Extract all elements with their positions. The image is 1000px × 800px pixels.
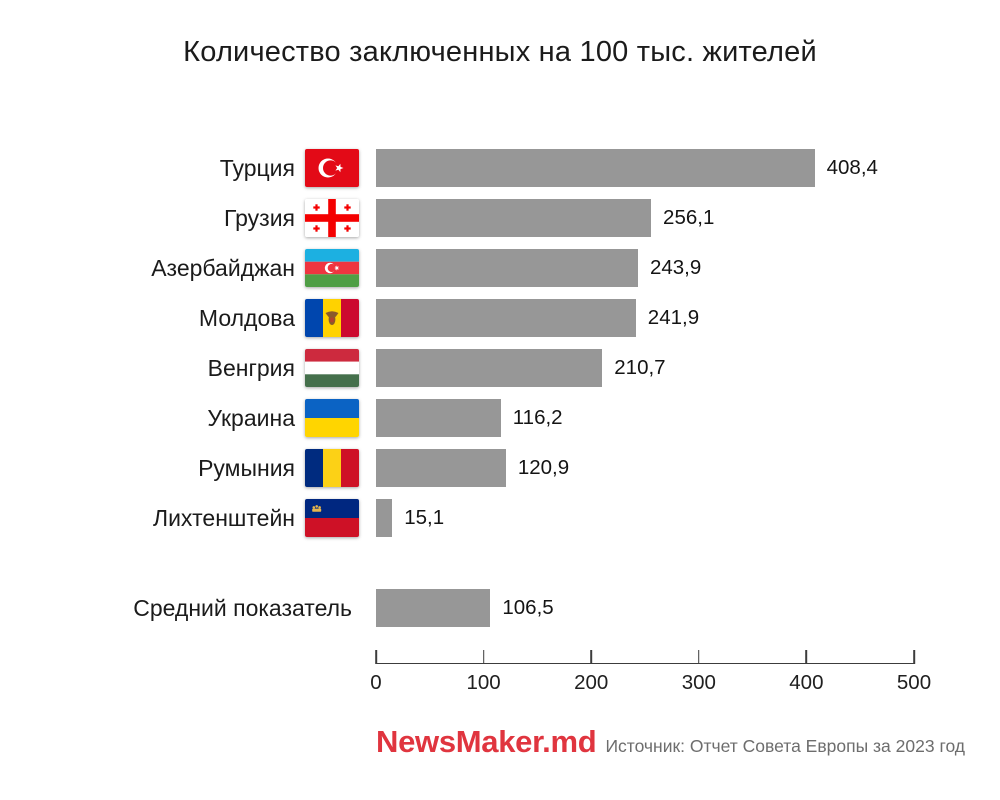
bar <box>376 399 501 437</box>
bar <box>376 249 638 287</box>
azerbaijan-flag-icon <box>305 249 359 287</box>
average-row: Средний показатель 106,5 <box>0 583 1000 633</box>
bar <box>376 299 636 337</box>
bar <box>376 499 393 537</box>
x-axis-line <box>376 662 914 665</box>
axis-tick <box>482 650 485 664</box>
country-label: Азербайджан <box>151 254 295 281</box>
bar-row-moldova: Молдова 241,9 <box>0 293 1000 343</box>
country-label: Грузия <box>223 204 295 231</box>
bar <box>376 149 815 187</box>
source-text: Источник: Отчет Совета Европы за 2023 го… <box>605 736 965 756</box>
axis-tick-label: 400 <box>789 671 824 694</box>
bar-chart: Турция 408,4 Грузия <box>0 143 1000 633</box>
average-bar <box>376 589 491 627</box>
ukraine-flag-icon <box>305 399 359 437</box>
bar <box>376 449 506 487</box>
bar-value: 15,1 <box>404 506 445 529</box>
axis-tick <box>375 650 377 664</box>
bar-value: 116,2 <box>512 406 563 429</box>
country-label: Украина <box>207 404 295 431</box>
bar-value: 241,9 <box>647 306 700 329</box>
average-label: Средний показатель <box>133 594 352 621</box>
chart-title: Количество заключенных на 100 тыс. жител… <box>183 36 817 68</box>
bar-value: 256,1 <box>663 206 715 229</box>
bar-value: 408,4 <box>826 156 878 179</box>
axis-tick <box>590 650 592 664</box>
hungary-flag-icon <box>305 349 359 387</box>
bar <box>376 349 603 387</box>
country-label: Турция <box>219 154 295 181</box>
axis-tick-label: 300 <box>681 671 716 694</box>
bar-row-turkey: Турция 408,4 <box>0 143 1000 193</box>
bar-row-romania: Румыния 120,9 <box>0 443 1000 493</box>
liechtenstein-flag-icon <box>305 499 359 537</box>
axis-tick-label: 100 <box>466 671 501 694</box>
country-label: Венгрия <box>207 354 295 381</box>
footer: NewsMaker.md Источник: Отчет Совета Евро… <box>376 724 965 760</box>
bar-value: 243,9 <box>649 256 702 279</box>
bar-row-hungary: Венгрия 210,7 <box>0 343 1000 393</box>
axis-tick <box>805 650 808 664</box>
turkey-flag-icon <box>305 149 359 187</box>
bar-row-azerbaijan: Азербайджан 243,9 <box>0 243 1000 293</box>
romania-flag-icon <box>305 449 359 487</box>
axis-tick-label: 0 <box>370 671 382 694</box>
country-label: Румыния <box>198 454 295 481</box>
average-bar-value: 106,5 <box>502 596 554 619</box>
bar <box>376 199 652 237</box>
axis-tick-label: 200 <box>574 671 609 694</box>
bar-row-ukraine: Украина 116,2 <box>0 393 1000 443</box>
bar-row-georgia: Грузия 256,1 <box>0 193 1000 243</box>
axis-tick-label: 500 <box>896 671 932 694</box>
moldova-flag-icon <box>305 299 359 337</box>
axis-tick <box>913 650 915 664</box>
country-label: Лихтенштейн <box>152 504 295 531</box>
country-label: Молдова <box>198 304 295 331</box>
bar-row-liechtenstein: Лихтенштейн 15,1 <box>0 493 1000 543</box>
axis-tick <box>698 650 700 664</box>
x-axis: 0 100 200 300 400 500 <box>370 650 931 700</box>
bar-value: 120,9 <box>517 456 570 479</box>
bar-value: 210,7 <box>614 356 666 379</box>
georgia-flag-icon <box>305 199 359 237</box>
newsmaker-logo: NewsMaker.md <box>376 724 597 759</box>
